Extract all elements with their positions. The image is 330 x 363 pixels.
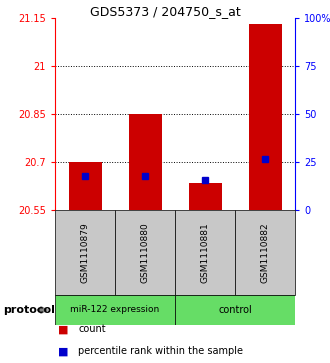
Text: miR-122 expression: miR-122 expression — [70, 306, 160, 314]
Text: protocol: protocol — [3, 305, 55, 315]
Bar — [55, 210, 115, 295]
Text: percentile rank within the sample: percentile rank within the sample — [78, 346, 243, 356]
Bar — [235, 210, 295, 295]
Bar — [128, 114, 161, 210]
Text: GDS5373 / 204750_s_at: GDS5373 / 204750_s_at — [90, 5, 240, 18]
Text: control: control — [218, 305, 252, 315]
Text: ■: ■ — [58, 346, 69, 356]
Bar — [248, 24, 281, 210]
Text: ■: ■ — [58, 325, 69, 334]
Text: count: count — [78, 325, 106, 334]
Text: GSM1110881: GSM1110881 — [201, 222, 210, 283]
Bar — [115, 210, 175, 295]
Bar — [175, 210, 235, 295]
Bar — [69, 162, 102, 210]
Bar — [188, 183, 221, 210]
Text: GSM1110882: GSM1110882 — [260, 222, 270, 283]
Bar — [175, 295, 295, 325]
Bar — [55, 295, 175, 325]
Text: GSM1110879: GSM1110879 — [81, 222, 89, 283]
Text: GSM1110880: GSM1110880 — [141, 222, 149, 283]
